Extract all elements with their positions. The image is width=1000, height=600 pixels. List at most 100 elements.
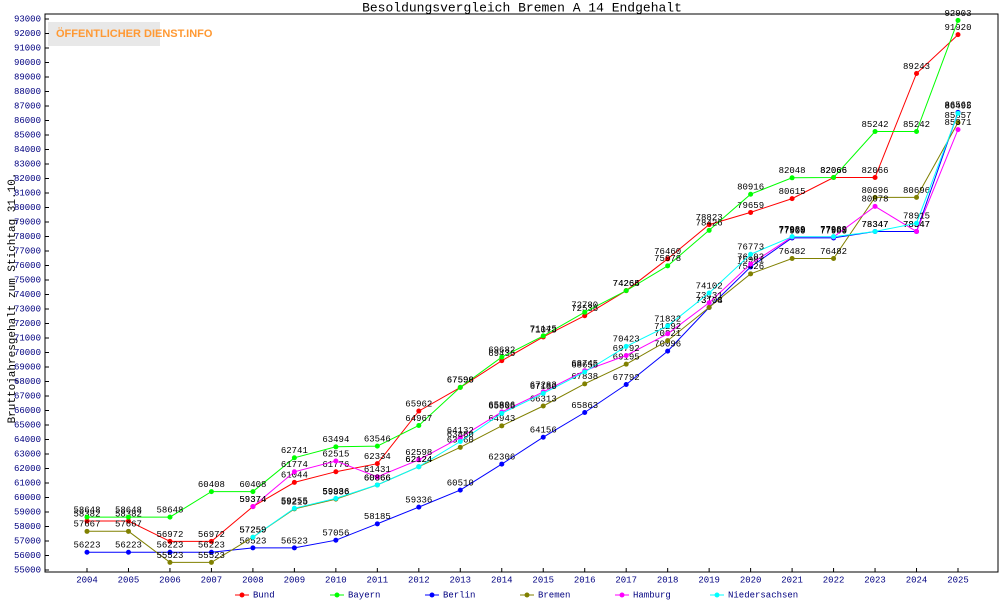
data-label: 63860 bbox=[447, 430, 474, 440]
series-line bbox=[87, 34, 959, 542]
point bbox=[914, 194, 920, 200]
data-label: 78426 bbox=[696, 219, 723, 229]
data-label: 69436 bbox=[488, 349, 515, 359]
data-label: 70423 bbox=[613, 335, 640, 345]
point bbox=[374, 482, 380, 488]
data-label: 80916 bbox=[737, 183, 764, 193]
x-tick-label: 2018 bbox=[657, 575, 679, 585]
data-label: 61776 bbox=[322, 460, 349, 470]
data-label: 80696 bbox=[903, 186, 930, 196]
point bbox=[291, 545, 297, 551]
data-label: 64156 bbox=[530, 426, 557, 436]
x-tick-label: 2021 bbox=[781, 575, 803, 585]
point bbox=[789, 234, 795, 240]
point bbox=[499, 410, 505, 416]
point bbox=[333, 458, 339, 464]
y-tick-label: 65000 bbox=[14, 420, 41, 430]
y-tick-label: 70000 bbox=[14, 348, 41, 358]
y-tick-label: 61000 bbox=[14, 478, 41, 488]
y-tick-label: 63000 bbox=[14, 449, 41, 459]
logo: ÖFFENTLICHER DIENST.INFO bbox=[56, 27, 213, 40]
point bbox=[125, 514, 131, 520]
point bbox=[914, 128, 920, 134]
point bbox=[208, 559, 214, 565]
x-tick-label: 2008 bbox=[242, 575, 264, 585]
x-tick-label: 2010 bbox=[325, 575, 347, 585]
data-label: 76482 bbox=[779, 247, 806, 257]
data-label: 76460 bbox=[654, 247, 681, 257]
data-label: 62334 bbox=[364, 452, 391, 462]
point bbox=[84, 514, 90, 520]
y-tick-label: 82000 bbox=[14, 174, 41, 184]
point bbox=[167, 549, 173, 555]
point bbox=[333, 469, 339, 475]
point bbox=[416, 504, 422, 510]
data-label: 78347 bbox=[862, 220, 889, 230]
data-label: 78823 bbox=[696, 213, 723, 223]
data-label: 71832 bbox=[654, 314, 681, 324]
data-label: 80078 bbox=[862, 195, 889, 205]
data-label: 59886 bbox=[322, 488, 349, 498]
x-tick-label: 2022 bbox=[823, 575, 845, 585]
data-label: 80615 bbox=[779, 187, 806, 197]
data-label: 66313 bbox=[530, 394, 557, 404]
y-tick-label: 85000 bbox=[14, 130, 41, 140]
data-label: 76773 bbox=[737, 243, 764, 253]
point bbox=[333, 495, 339, 501]
point bbox=[748, 209, 754, 215]
y-tick-label: 90000 bbox=[14, 58, 41, 68]
point bbox=[582, 409, 588, 415]
data-label: 67838 bbox=[571, 372, 598, 382]
data-label: 59936 bbox=[322, 487, 349, 497]
point bbox=[167, 538, 173, 544]
point bbox=[250, 489, 256, 495]
data-label: 56523 bbox=[281, 536, 308, 546]
point bbox=[84, 549, 90, 555]
y-tick-label: 64000 bbox=[14, 435, 41, 445]
data-label: 82066 bbox=[820, 166, 847, 176]
point bbox=[291, 469, 297, 475]
point bbox=[84, 518, 90, 524]
x-tick-label: 2020 bbox=[740, 575, 762, 585]
point bbox=[416, 408, 422, 414]
point bbox=[706, 300, 712, 306]
data-label: 58382 bbox=[115, 509, 142, 519]
point bbox=[706, 227, 712, 233]
data-label: 62598 bbox=[405, 448, 432, 458]
data-label: 82066 bbox=[820, 166, 847, 176]
x-tick-label: 2024 bbox=[906, 575, 928, 585]
data-label: 58648 bbox=[156, 505, 183, 515]
data-label: 75426 bbox=[737, 262, 764, 272]
data-label: 77900 bbox=[820, 226, 847, 236]
point bbox=[540, 403, 546, 409]
y-tick-label: 74000 bbox=[14, 290, 41, 300]
point bbox=[125, 528, 131, 534]
point bbox=[167, 559, 173, 565]
point bbox=[125, 518, 131, 524]
point bbox=[665, 323, 671, 329]
y-tick-label: 81000 bbox=[14, 188, 41, 198]
point bbox=[623, 288, 629, 294]
data-label: 76482 bbox=[820, 247, 847, 257]
point bbox=[748, 251, 754, 257]
data-label: 75978 bbox=[654, 254, 681, 264]
series-line bbox=[252, 113, 959, 538]
point bbox=[291, 455, 297, 461]
data-label: 61044 bbox=[281, 471, 308, 481]
y-tick-label: 60000 bbox=[14, 493, 41, 503]
y-tick-label: 66000 bbox=[14, 406, 41, 416]
data-label: 67180 bbox=[530, 382, 557, 392]
point bbox=[208, 538, 214, 544]
data-label: 57667 bbox=[115, 520, 142, 530]
point bbox=[582, 369, 588, 375]
data-label: 63494 bbox=[322, 435, 349, 445]
x-tick-label: 2019 bbox=[698, 575, 720, 585]
data-label: 79659 bbox=[737, 201, 764, 211]
y-tick-label: 56000 bbox=[14, 551, 41, 561]
data-label: 72780 bbox=[571, 301, 598, 311]
x-tick-label: 2016 bbox=[574, 575, 596, 585]
point bbox=[167, 514, 173, 520]
point bbox=[706, 290, 712, 296]
point bbox=[374, 461, 380, 467]
